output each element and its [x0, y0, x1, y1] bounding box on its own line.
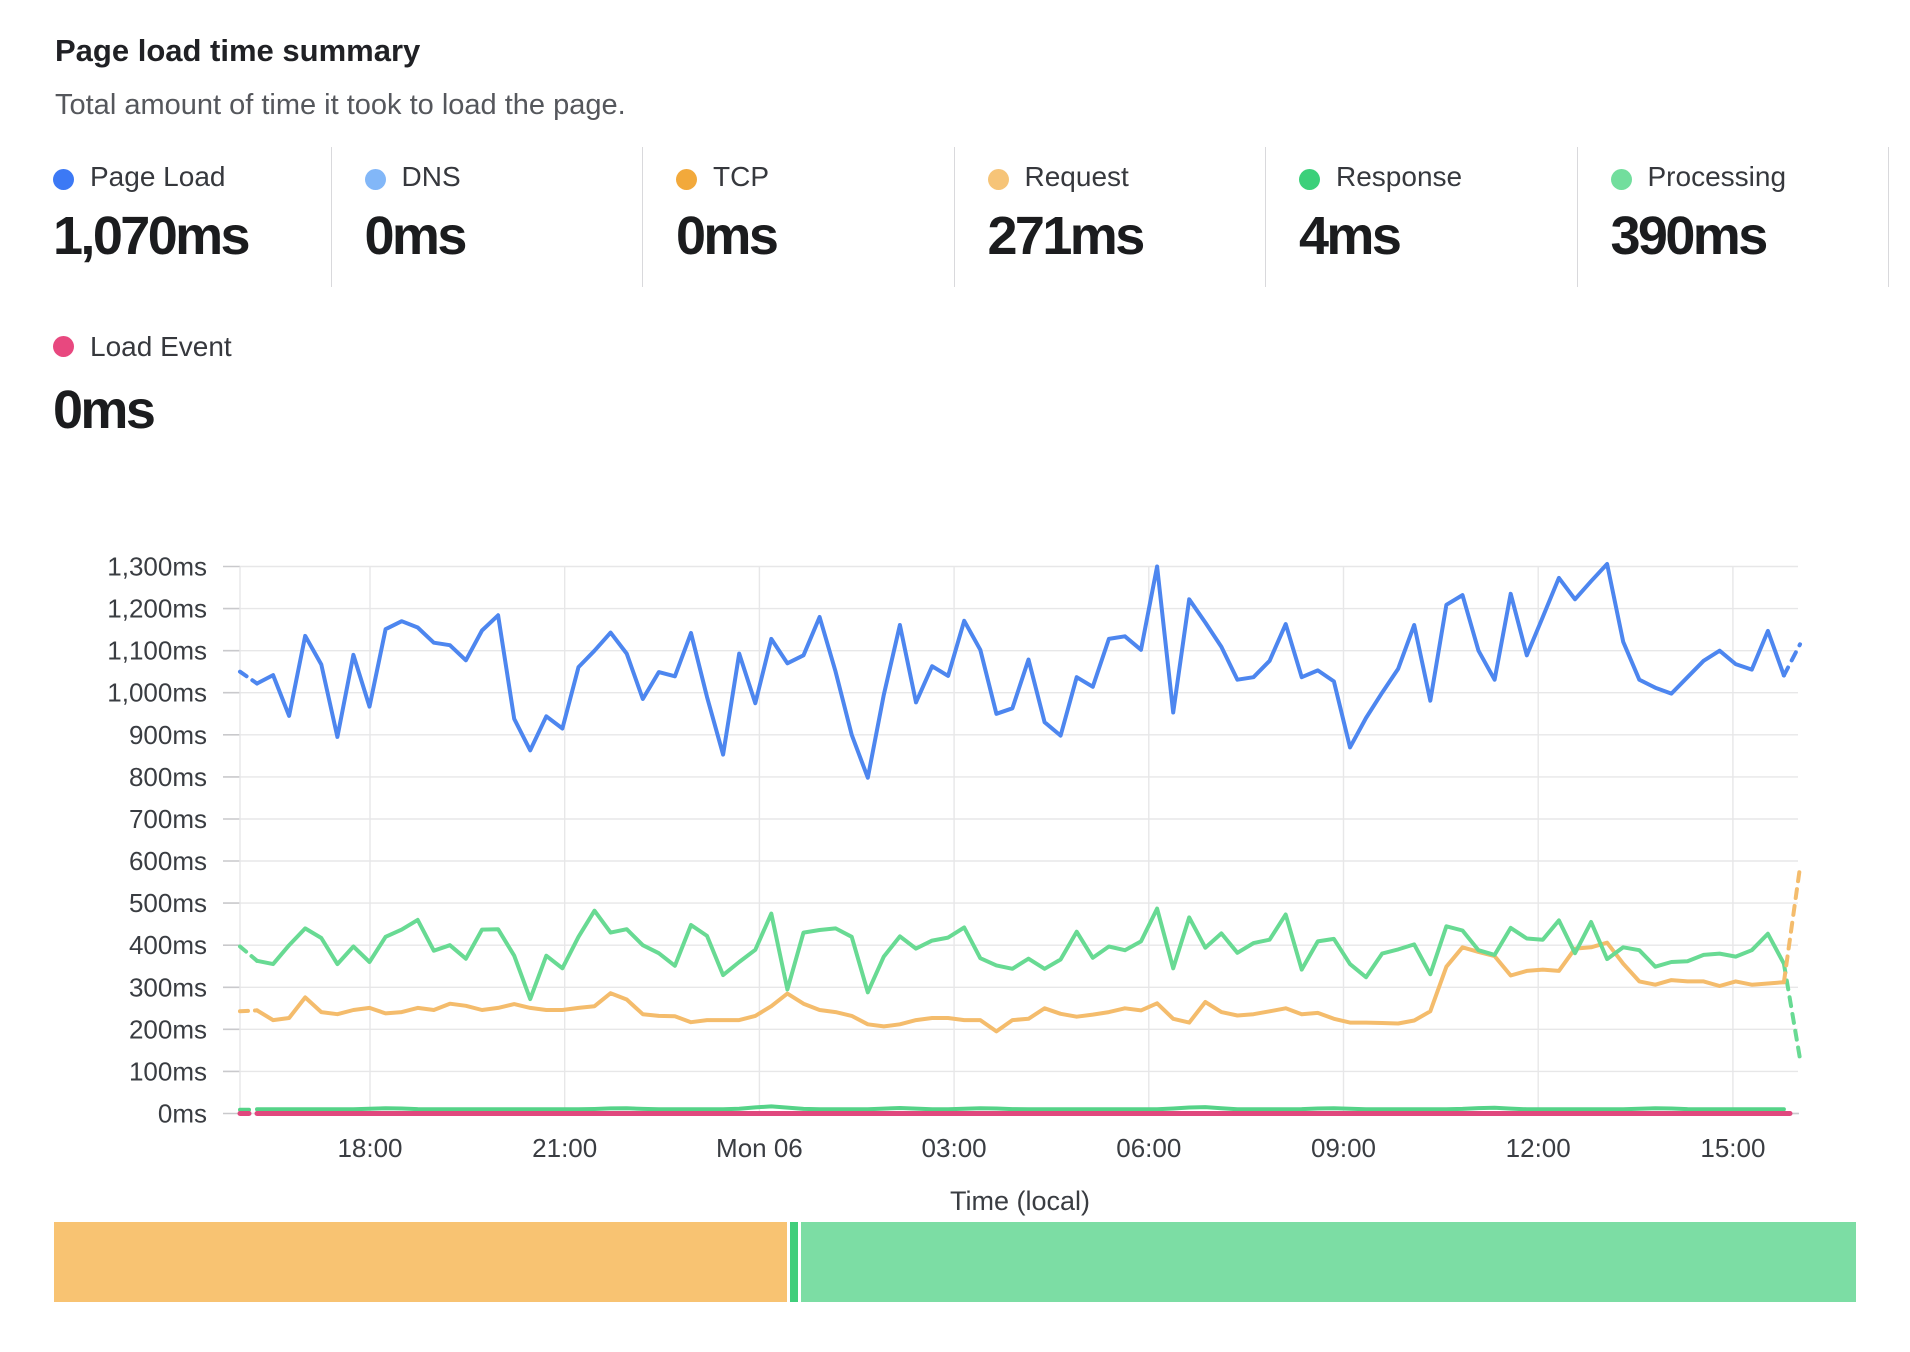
svg-text:500ms: 500ms: [129, 888, 207, 918]
svg-text:1,100ms: 1,100ms: [107, 636, 207, 666]
svg-text:200ms: 200ms: [129, 1014, 207, 1044]
svg-text:12:00: 12:00: [1506, 1133, 1571, 1163]
svg-text:900ms: 900ms: [129, 720, 207, 750]
svg-text:21:00: 21:00: [532, 1133, 597, 1163]
svg-text:800ms: 800ms: [129, 762, 207, 792]
svg-text:Time (local): Time (local): [950, 1186, 1090, 1216]
svg-text:18:00: 18:00: [337, 1133, 402, 1163]
svg-text:300ms: 300ms: [129, 972, 207, 1002]
svg-text:1,200ms: 1,200ms: [107, 594, 207, 624]
svg-text:1,000ms: 1,000ms: [107, 678, 207, 708]
svg-text:1,300ms: 1,300ms: [107, 552, 207, 582]
svg-text:03:00: 03:00: [922, 1133, 987, 1163]
svg-text:700ms: 700ms: [129, 804, 207, 834]
svg-text:09:00: 09:00: [1311, 1133, 1376, 1163]
svg-text:0ms: 0ms: [158, 1099, 207, 1129]
svg-text:06:00: 06:00: [1116, 1133, 1181, 1163]
svg-text:400ms: 400ms: [129, 930, 207, 960]
svg-text:100ms: 100ms: [129, 1056, 207, 1086]
svg-text:Mon 06: Mon 06: [716, 1133, 803, 1163]
svg-text:15:00: 15:00: [1700, 1133, 1765, 1163]
svg-text:600ms: 600ms: [129, 846, 207, 876]
